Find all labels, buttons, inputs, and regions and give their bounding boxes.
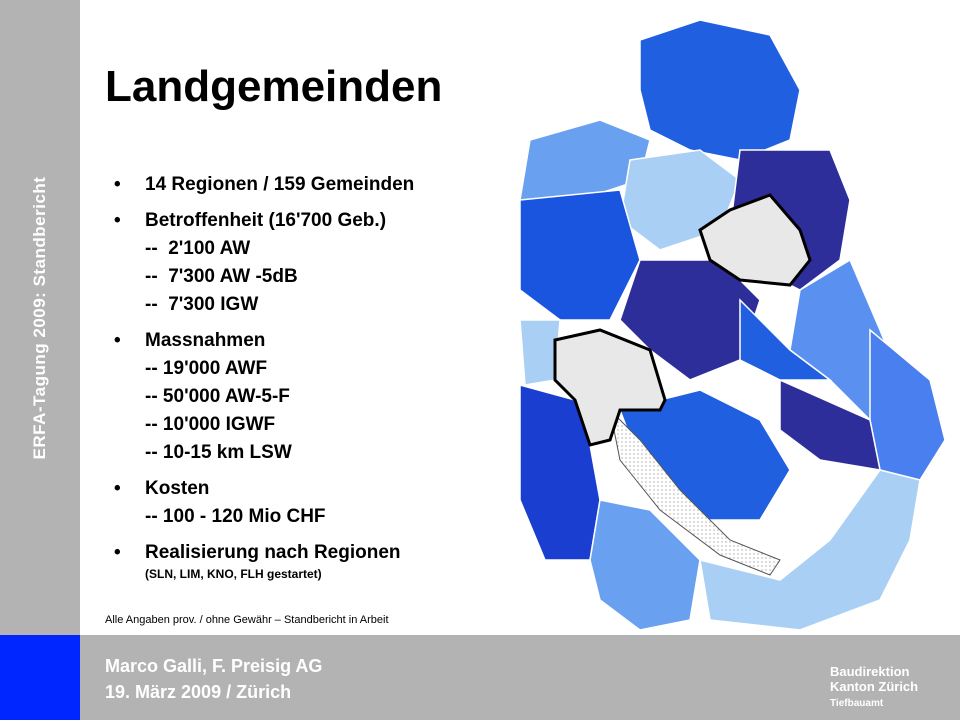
bullet-dot: • bbox=[114, 210, 121, 231]
footnote: Alle Angaben prov. / ohne Gewähr – Stand… bbox=[105, 614, 389, 626]
bullet-subline: -- 7'300 AW -5dB bbox=[145, 266, 298, 287]
bullet-subline: -- 7'300 IGW bbox=[145, 294, 259, 315]
bullet-subline: -- 2'100 AW bbox=[145, 238, 251, 259]
map bbox=[519, 19, 946, 631]
sidebar-label: ERFA-Tagung 2009: Standbericht bbox=[30, 176, 49, 460]
bullet-text: Kosten bbox=[145, 478, 210, 499]
logo-line: Kanton Zürich bbox=[830, 679, 919, 694]
logo-line: Tiefbauamt bbox=[830, 698, 884, 709]
bullet-subline: -- 100 - 120 Mio CHF bbox=[145, 506, 326, 527]
bullet-subline: -- 10-15 km LSW bbox=[145, 442, 292, 463]
bullet-note: (SLN, LIM, KNO, FLH gestartet) bbox=[145, 567, 322, 581]
bullet-subline: -- 19'000 AWF bbox=[145, 358, 268, 379]
bullet-subline: -- 50'000 AW-5-F bbox=[145, 386, 290, 407]
sidebar bbox=[0, 0, 80, 635]
bullet-text: 14 Regionen / 159 Gemeinden bbox=[145, 174, 415, 195]
bullet-dot: • bbox=[114, 542, 121, 563]
bullet-text: Realisierung nach Regionen bbox=[145, 542, 401, 563]
bullet-text: Massnahmen bbox=[145, 330, 266, 351]
bullet-dot: • bbox=[114, 174, 121, 195]
bullet-subline: -- 10'000 IGWF bbox=[145, 414, 276, 435]
bullet-text: Betroffenheit (16'700 Geb.) bbox=[145, 210, 387, 231]
footer-author: Marco Galli, F. Preisig AG bbox=[105, 656, 323, 676]
logo-line: Baudirektion bbox=[830, 664, 910, 679]
bullet-dot: • bbox=[114, 478, 121, 499]
footer-date: 19. März 2009 / Zürich bbox=[105, 682, 292, 702]
bullet-dot: • bbox=[114, 330, 121, 351]
footer-bar bbox=[80, 635, 960, 720]
corner-box bbox=[0, 635, 80, 720]
title: Landgemeinden bbox=[105, 62, 443, 111]
